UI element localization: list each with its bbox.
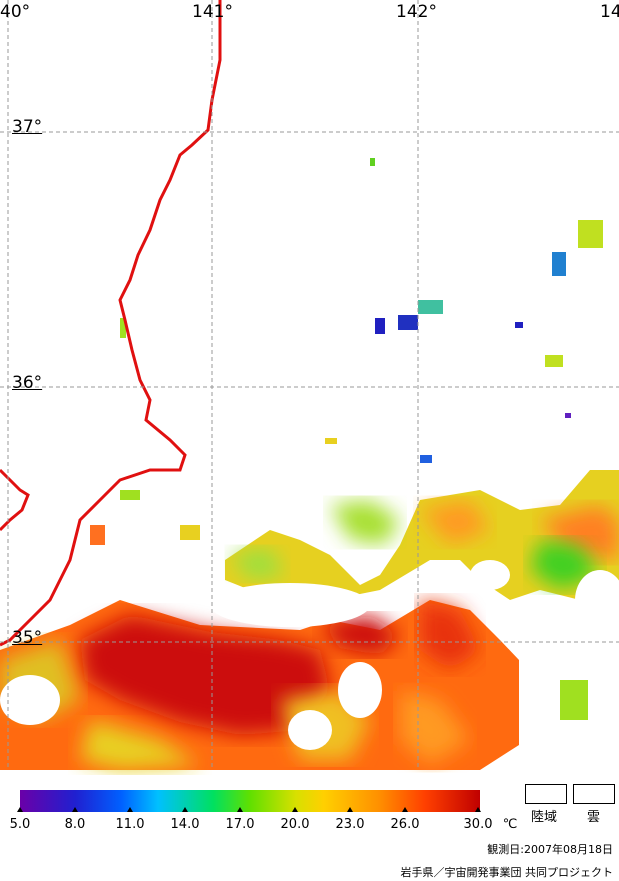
lat-label-37: 37°: [12, 117, 43, 137]
graticule: [0, 0, 619, 770]
colorbar-tick-label: 26.0: [390, 817, 420, 832]
colorbar-tick-label: 17.0: [225, 817, 255, 832]
lat-label-35: 35°: [12, 628, 43, 648]
colorbar-tick: [72, 807, 78, 812]
colorbar-tick: [402, 807, 408, 812]
colorbar-tick: [182, 807, 188, 812]
colorbar-tick: [475, 807, 481, 812]
temperature-colorbar: [20, 790, 480, 812]
lon-label-141: 141°: [192, 2, 233, 22]
cloud-legend-swatch: [573, 784, 615, 804]
colorbar-tick-label: 8.0: [64, 817, 86, 832]
land-legend-label: 陸域: [531, 810, 558, 825]
colorbar-tick-label: 5.0: [9, 817, 31, 832]
colorbar-tick: [17, 807, 23, 812]
colorbar-tick-label: 11.0: [115, 817, 145, 832]
colorbar-tick-label: 20.0: [280, 817, 310, 832]
cloud-legend-label: 雲: [587, 810, 601, 825]
colorbar-tick: [127, 807, 133, 812]
lon-label-140: 40°: [0, 2, 31, 22]
sst-field: [0, 158, 619, 770]
land-legend-swatch: [525, 784, 567, 804]
colorbar-unit: ℃: [502, 817, 518, 832]
lat-label-36: 36°: [12, 373, 43, 393]
lon-label-142: 142°: [396, 2, 437, 22]
colorbar-tick: [347, 807, 353, 812]
colorbar-tick-label: 14.0: [170, 817, 200, 832]
sea-surface-temperature-map: [0, 0, 619, 770]
observation-date: 観測日:2007年08月18日: [487, 843, 613, 856]
colorbar-tick: [292, 807, 298, 812]
colorbar-tick: [237, 807, 243, 812]
coastline: [0, 0, 222, 647]
colorbar-tick-label: 23.0: [335, 817, 365, 832]
lon-label-143: 14: [600, 2, 619, 22]
credit-text: 岩手県／宇宙開発事業団 共同プロジェクト: [400, 866, 614, 879]
colorbar-tick-label: 30.0: [463, 817, 493, 832]
